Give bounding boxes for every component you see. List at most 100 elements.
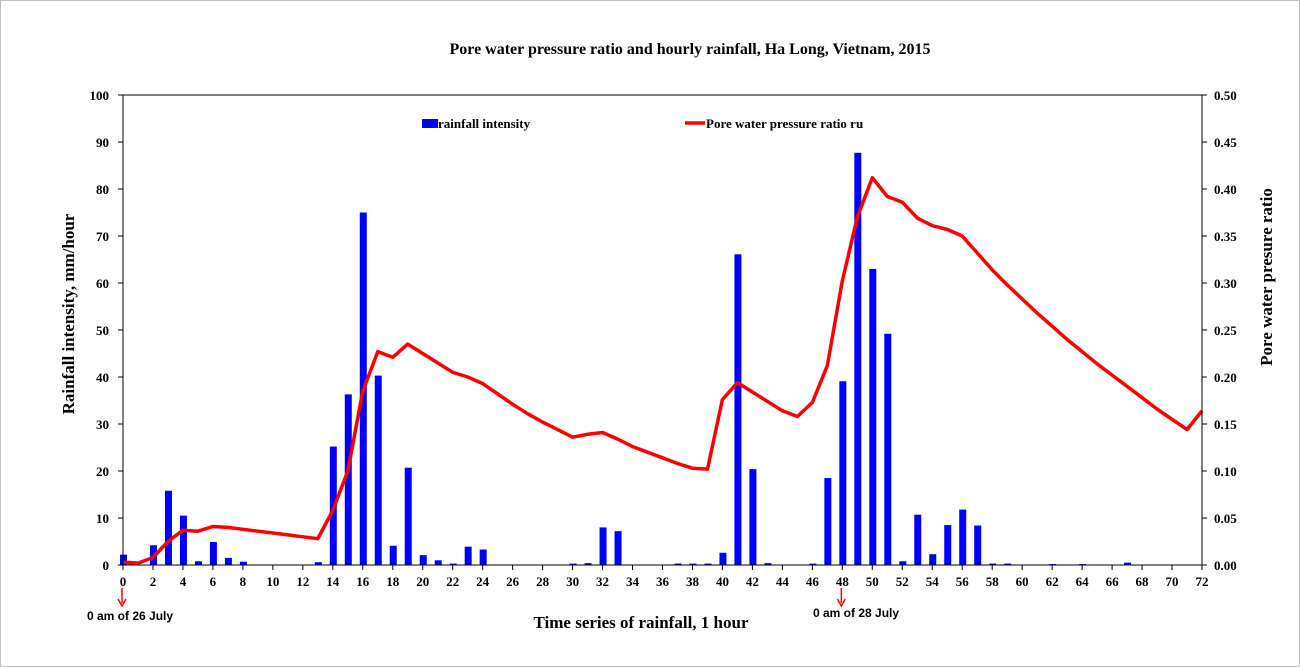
y-tick-label: 100 [90, 88, 110, 103]
y-tick-label: 10 [96, 511, 109, 526]
rainfall-bar [599, 527, 607, 565]
y2-tick-label: 0.20 [1214, 370, 1237, 385]
x-tick-label: 16 [356, 574, 370, 589]
y2-tick-label: 0.30 [1214, 276, 1237, 291]
x-tick-label: 26 [506, 574, 520, 589]
rainfall-bar [584, 563, 592, 565]
rainfall-bar [749, 469, 757, 565]
y2-axis-ticks: 0.00 0.05 0.10 0.15 0.20 0.25 0.30 0.35 0.40 0.45… [1202, 88, 1237, 573]
rainfall-bar [824, 478, 832, 565]
rainfall-bar [239, 561, 247, 565]
x-tick-label: 38 [686, 574, 700, 589]
rainfall-bar [569, 563, 577, 565]
y2-tick-label: 0.45 [1214, 135, 1237, 150]
x-tick-label: 48 [836, 574, 850, 589]
x-tick-label: 12 [296, 574, 309, 589]
annotations: 0 am of 26 July 0 am of 28 July [87, 588, 899, 623]
x-tick-label: 30 [566, 574, 579, 589]
x-tick-label: 60 [1016, 574, 1029, 589]
rainfall-bar [164, 490, 172, 565]
x-tick-label: 50 [866, 574, 879, 589]
rainfall-bar [314, 562, 322, 565]
x-tick-label: 34 [626, 574, 640, 589]
x-tick-label: 42 [746, 574, 759, 589]
rainfall-bar [389, 545, 397, 565]
x-tick-label: 2 [150, 574, 157, 589]
y-tick-label: 90 [96, 135, 109, 150]
x-axis-ticks: 0 2 4 6 8 10 12 14 16 18 20 22 24 26 28 30 32 34 36 38 40 42 4… [120, 565, 1209, 589]
y-tick-label: 30 [96, 417, 109, 432]
rainfall-bar [674, 563, 682, 565]
rainfall-bar [719, 552, 727, 565]
rainfall-bars [120, 152, 1132, 565]
plot-frame [122, 94, 1203, 566]
y-tick-label: 40 [96, 370, 109, 385]
rainfall-bar [614, 531, 622, 565]
x-tick-label: 32 [596, 574, 609, 589]
arrow-head-icon [836, 598, 846, 608]
y-tick-label: 50 [96, 323, 109, 338]
y-axis-title: Rainfall intensity, mm/hour [59, 213, 78, 414]
rainfall-bar [1124, 562, 1132, 565]
x-axis-title: Time series of rainfall, 1 hour [534, 613, 749, 632]
rainfall-bar [839, 381, 847, 565]
rainfall-bar [854, 152, 862, 565]
x-tick-label: 54 [926, 574, 940, 589]
y-tick-label: 0 [103, 558, 110, 573]
legend-label-pore-pressure: Pore water pressure ratio ru [706, 116, 863, 131]
y2-tick-label: 0.25 [1214, 323, 1237, 338]
rainfall-bar [404, 467, 412, 565]
rainfall-bar [209, 541, 217, 565]
y-tick-label: 80 [96, 182, 109, 197]
pore-pressure-line [122, 175, 1204, 565]
rainfall-bar [179, 515, 187, 565]
rainfall-bar [884, 333, 892, 565]
rainfall-bar [809, 563, 817, 565]
x-tick-label: 8 [240, 574, 247, 589]
x-tick-label: 18 [386, 574, 400, 589]
y-tick-label: 60 [96, 276, 109, 291]
rainfall-bar [959, 509, 967, 565]
x-tick-label: 52 [896, 574, 909, 589]
y-axis-ticks: 0 10 20 30 40 50 60 70 80 90 100 [90, 88, 123, 573]
rainfall-bar [914, 514, 922, 565]
x-tick-label: 56 [956, 574, 970, 589]
rainfall-bar [929, 554, 937, 565]
y2-tick-label: 0.05 [1214, 511, 1237, 526]
rainfall-bar [989, 563, 997, 565]
arrow-head-icon [117, 598, 127, 608]
x-tick-label: 10 [266, 574, 279, 589]
x-tick-label: 6 [210, 574, 217, 589]
annotation-label: 0 am of 26 July [87, 609, 173, 623]
rainfall-bar [344, 394, 352, 565]
y2-tick-label: 0.00 [1214, 558, 1237, 573]
rainfall-bar [764, 563, 772, 565]
x-tick-label: 58 [986, 574, 1000, 589]
x-tick-label: 66 [1106, 574, 1120, 589]
y2-tick-label: 0.50 [1214, 88, 1237, 103]
x-tick-label: 40 [716, 574, 729, 589]
x-tick-label: 44 [776, 574, 790, 589]
rainfall-bar [479, 549, 487, 565]
rainfall-bar [194, 561, 202, 565]
rainfall-bar [899, 561, 907, 565]
legend-swatch-rainfall [422, 119, 438, 128]
x-tick-label: 20 [416, 574, 429, 589]
x-tick-label: 4 [180, 574, 187, 589]
rainfall-bar [734, 254, 742, 565]
rainfall-bar [1004, 563, 1012, 565]
x-tick-label: 14 [326, 574, 340, 589]
rainfall-bar [704, 563, 712, 565]
x-tick-label: 68 [1136, 574, 1150, 589]
rainfall-bar [419, 555, 427, 565]
x-tick-label: 72 [1196, 574, 1209, 589]
y-tick-label: 20 [96, 464, 109, 479]
x-tick-label: 24 [476, 574, 490, 589]
x-tick-label: 62 [1046, 574, 1059, 589]
annotation-label: 0 am of 28 July [813, 606, 899, 620]
y2-tick-label: 0.40 [1214, 182, 1237, 197]
chart-title: Pore water pressure ratio and hourly rai… [449, 41, 930, 58]
rainfall-bar [689, 563, 697, 565]
rainfall-bar [974, 525, 982, 565]
